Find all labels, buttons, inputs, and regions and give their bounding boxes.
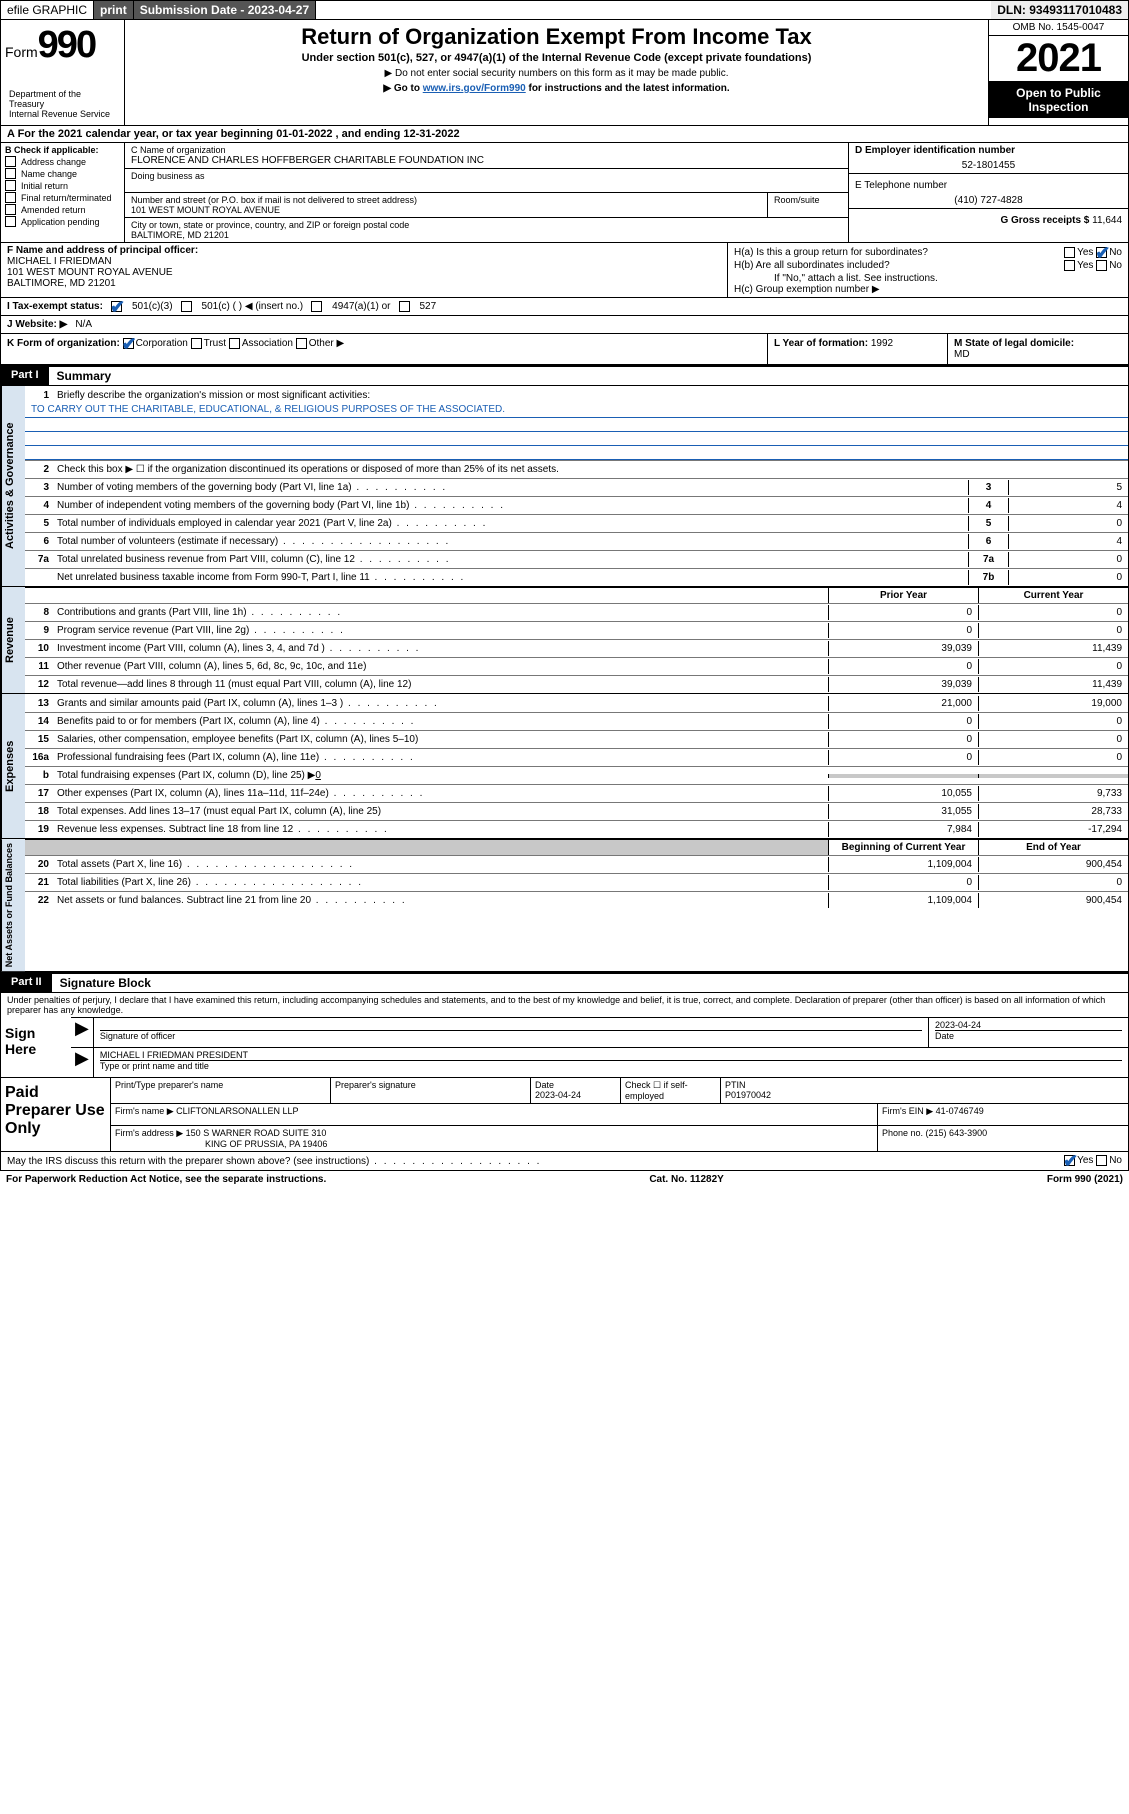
row-i-tax-status: I Tax-exempt status: 501(c)(3) 501(c) ( … xyxy=(0,298,1129,316)
firm-phone: (215) 643-3900 xyxy=(926,1128,988,1138)
form-right-box: OMB No. 1545-0047 2021 Open to Public In… xyxy=(988,20,1128,125)
firm-addr1: 150 S WARNER ROAD SUITE 310 xyxy=(186,1128,327,1138)
ptin: P01970042 xyxy=(725,1090,771,1100)
department: Department of the Treasury Internal Reve… xyxy=(5,87,120,121)
firm-addr2: KING OF PRUSSIA, PA 19406 xyxy=(115,1139,327,1149)
section-bcde: B Check if applicable: Address change Na… xyxy=(0,143,1129,243)
form-title-box: Return of Organization Exempt From Incom… xyxy=(125,20,988,125)
prep-date: 2023-04-24 xyxy=(535,1090,581,1100)
sign-here-label: Sign Here xyxy=(1,1017,71,1077)
form-number-box: Form990 Department of the Treasury Inter… xyxy=(1,20,125,125)
chk-527[interactable] xyxy=(399,301,410,312)
chk-final-return[interactable] xyxy=(5,192,16,203)
activities-governance: Activities & Governance 1Briefly describ… xyxy=(0,386,1129,587)
chk-501c3[interactable] xyxy=(111,301,122,312)
expenses-section: Expenses 13Grants and similar amounts pa… xyxy=(0,694,1129,839)
officer-sig-name: MICHAEL I FRIEDMAN PRESIDENT xyxy=(100,1050,248,1060)
chk-4947[interactable] xyxy=(311,301,322,312)
form-instr-1: ▶ Do not enter social security numbers o… xyxy=(133,68,980,79)
org-street: 101 WEST MOUNT ROYAL AVENUE xyxy=(131,205,761,215)
chk-other[interactable] xyxy=(296,338,307,349)
firm-ein: 41-0746749 xyxy=(936,1106,984,1116)
chk-assoc[interactable] xyxy=(229,338,240,349)
tax-year: 2021 xyxy=(989,36,1128,82)
omb-number: OMB No. 1545-0047 xyxy=(989,20,1128,36)
row-j-website: J Website: ▶ N/A xyxy=(0,316,1129,334)
cat-no: Cat. No. 11282Y xyxy=(649,1174,723,1185)
chk-name-change[interactable] xyxy=(5,168,16,179)
officer-name: MICHAEL I FRIEDMAN xyxy=(7,256,721,267)
chk-trust[interactable] xyxy=(191,338,202,349)
revenue-section: Revenue Prior YearCurrent Year 8Contribu… xyxy=(0,587,1129,694)
val-6: 4 xyxy=(1008,534,1128,549)
chk-address-change[interactable] xyxy=(5,156,16,167)
form-header: Form990 Department of the Treasury Inter… xyxy=(0,20,1129,126)
footer: For Paperwork Reduction Act Notice, see … xyxy=(0,1171,1129,1188)
col-de: D Employer identification number 52-1801… xyxy=(848,143,1128,242)
efile-label: efile GRAPHIC xyxy=(1,1,94,19)
signature-block: Under penalties of perjury, I declare th… xyxy=(0,993,1129,1078)
mission-text: TO CARRY OUT THE CHARITABLE, EDUCATIONAL… xyxy=(31,404,505,415)
vert-activities: Activities & Governance xyxy=(1,386,25,586)
print-button[interactable]: print xyxy=(94,1,134,19)
vert-expenses: Expenses xyxy=(1,694,25,838)
chk-501c[interactable] xyxy=(181,301,192,312)
col-c-org-info: C Name of organization FLORENCE AND CHAR… xyxy=(125,143,848,242)
chk-hb-yes[interactable] xyxy=(1064,260,1075,271)
chk-ha-yes[interactable] xyxy=(1064,247,1075,258)
net-assets-section: Net Assets or Fund Balances Beginning of… xyxy=(0,839,1129,972)
form-instr-2: ▶ Go to www.irs.gov/Form990 for instruct… xyxy=(133,83,980,94)
part-1-header: Part I Summary xyxy=(0,365,1129,386)
perjury-text: Under penalties of perjury, I declare th… xyxy=(1,993,1128,1017)
col-b-checkboxes: B Check if applicable: Address change Na… xyxy=(1,143,125,242)
val-4: 4 xyxy=(1008,498,1128,513)
chk-discuss-no[interactable] xyxy=(1096,1155,1107,1166)
col-h-group: H(a) Is this a group return for subordin… xyxy=(728,243,1128,297)
chk-discuss-yes[interactable] xyxy=(1064,1155,1075,1166)
gross-receipts: 11,644 xyxy=(1092,215,1122,226)
sig-date: 2023-04-24 xyxy=(935,1020,981,1030)
val-5: 0 xyxy=(1008,516,1128,531)
topbar: efile GRAPHIC print Submission Date - 20… xyxy=(0,0,1129,20)
vert-net-assets: Net Assets or Fund Balances xyxy=(1,839,25,971)
val-7b: 0 xyxy=(1008,570,1128,585)
open-public: Open to Public Inspection xyxy=(989,82,1128,118)
paid-preparer: Paid Preparer Use Only Print/Type prepar… xyxy=(0,1078,1129,1152)
section-fh: F Name and address of principal officer:… xyxy=(0,243,1129,298)
irs-link[interactable]: www.irs.gov/Form990 xyxy=(423,83,526,94)
vert-revenue: Revenue xyxy=(1,587,25,693)
chk-corp[interactable] xyxy=(123,338,134,349)
discuss-row: May the IRS discuss this return with the… xyxy=(0,1152,1129,1170)
val-3: 5 xyxy=(1008,480,1128,495)
form-subtitle: Under section 501(c), 527, or 4947(a)(1)… xyxy=(133,52,980,64)
website-value: N/A xyxy=(75,319,92,330)
chk-amended[interactable] xyxy=(5,204,16,215)
paid-preparer-label: Paid Preparer Use Only xyxy=(1,1078,111,1151)
col-f-officer: F Name and address of principal officer:… xyxy=(1,243,728,297)
val-7a: 0 xyxy=(1008,552,1128,567)
row-a-tax-year: A For the 2021 calendar year, or tax yea… xyxy=(0,126,1129,143)
firm-name: CLIFTONLARSONALLEN LLP xyxy=(176,1106,298,1116)
chk-app-pending[interactable] xyxy=(5,216,16,227)
chk-ha-no[interactable] xyxy=(1096,247,1107,258)
org-name: FLORENCE AND CHARLES HOFFBERGER CHARITAB… xyxy=(131,155,842,166)
year-formation: 1992 xyxy=(871,338,893,349)
row-klm: K Form of organization: Corporation Trus… xyxy=(0,334,1129,365)
part-2-header: Part II Signature Block xyxy=(0,972,1129,993)
phone: (410) 727-4828 xyxy=(849,193,1128,208)
form-ref: Form 990 (2021) xyxy=(1047,1174,1123,1185)
state-domicile: MD xyxy=(954,349,970,360)
chk-hb-no[interactable] xyxy=(1096,260,1107,271)
org-city: BALTIMORE, MD 21201 xyxy=(131,230,842,240)
submission-date: Submission Date - 2023-04-27 xyxy=(134,1,316,19)
chk-initial-return[interactable] xyxy=(5,180,16,191)
ein: 52-1801455 xyxy=(849,158,1128,173)
form-title: Return of Organization Exempt From Incom… xyxy=(133,24,980,50)
dln: DLN: 93493117010483 xyxy=(991,1,1128,19)
